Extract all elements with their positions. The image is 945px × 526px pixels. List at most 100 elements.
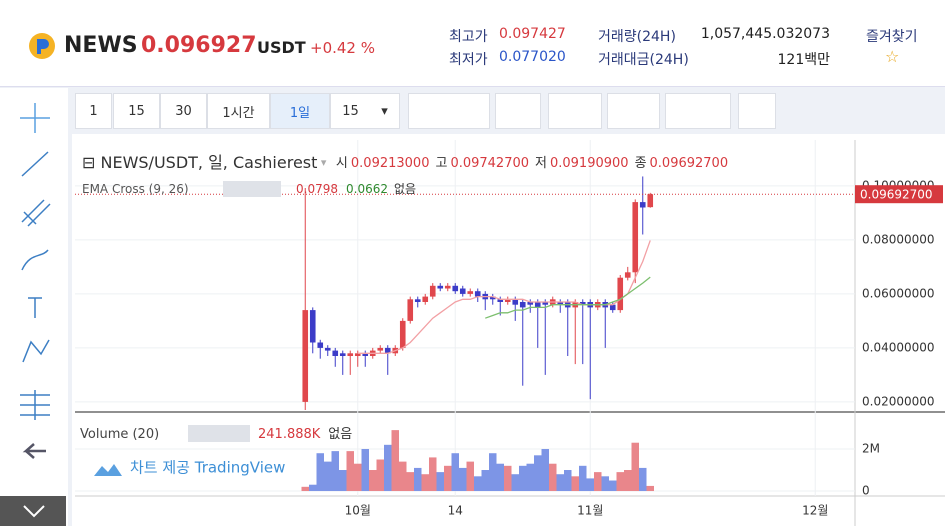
volume-bar: [594, 472, 602, 492]
stat-label: 최저가: [449, 52, 488, 68]
favorite-star[interactable]: ☆: [885, 47, 900, 66]
volume-bar: [496, 463, 504, 492]
volume-bar: [631, 442, 639, 492]
volume-bar: [399, 461, 407, 492]
volume-bar: [414, 467, 422, 492]
indicator-legend: EMA Cross (9, 26): [82, 182, 189, 196]
x-tick-label: 10월: [345, 504, 371, 518]
volume-bar: [481, 470, 489, 492]
candle-body: [527, 302, 534, 305]
candle-body: [302, 310, 309, 402]
y-tick-label: 0: [862, 484, 870, 498]
volume-bar: [511, 474, 519, 492]
volume-bar: [421, 474, 429, 492]
tool-button[interactable]: [495, 93, 541, 129]
volume-values: 241.888K 없음: [258, 427, 352, 442]
tool-button[interactable]: [665, 93, 731, 129]
volume-bar: [361, 449, 369, 492]
candle-body: [474, 291, 481, 297]
volume-bar: [549, 463, 557, 492]
candle-body: [437, 285, 444, 289]
interval-button[interactable]: 30: [160, 93, 207, 129]
candle-body: [444, 285, 451, 289]
y-tick-label: 0.06000000: [862, 286, 935, 300]
volume-bar: [624, 470, 632, 492]
volume-legend: Volume (20): [80, 427, 159, 442]
indicator-controls: [223, 181, 281, 197]
tool-button[interactable]: [738, 93, 776, 129]
header: NEWS 0.096927 USDT +0.42 % 최고가 0.097427 …: [0, 0, 945, 87]
tool-button[interactable]: [548, 93, 602, 129]
interval-button[interactable]: 15: [113, 93, 160, 129]
candle-body: [624, 272, 631, 278]
volume-bar: [376, 459, 384, 492]
volume-bar: [519, 465, 527, 492]
candle-body: [332, 350, 339, 356]
credit: 차트 제공 TradingView: [130, 459, 285, 477]
stat-value: 0.077020: [499, 49, 566, 65]
candle-body: [384, 347, 391, 354]
price-legend: ⊟ NEWS/USDT, 일, Cashierest ▾ 시 0.09213000…: [82, 153, 728, 172]
ohlc-value: 0.09213000: [351, 156, 430, 171]
volume-bar: [489, 453, 497, 492]
indicator-name: EMA Cross (9, 26): [82, 182, 189, 196]
volume-bar: [301, 486, 309, 492]
x-tick-label: 11월: [577, 504, 603, 518]
candle-body: [512, 299, 519, 305]
stat-label: 최고가: [449, 29, 488, 45]
stat-value: 0.097427: [499, 26, 566, 42]
collapse-button[interactable]: [0, 496, 66, 526]
ema-slow-value: 0.0662: [346, 182, 388, 196]
y-tick-label: 0.04000000: [862, 340, 935, 354]
chart-title: NEWS/USDT, 일, Cashierest: [101, 153, 318, 172]
candle-body: [609, 304, 616, 311]
stat-value: 121백만: [777, 52, 830, 68]
tool-button[interactable]: [607, 93, 660, 129]
interval-button[interactable]: 15 ▾: [330, 93, 400, 129]
volume-bar: [586, 478, 594, 492]
candle-body: [519, 302, 526, 308]
drawing-tools: [20, 103, 51, 459]
candle-body: [557, 302, 564, 305]
volume-bar: [354, 463, 362, 492]
volume-bar: [459, 467, 467, 492]
interval-button[interactable]: 1시간: [207, 93, 270, 129]
y-tick-label: 0.08000000: [862, 232, 935, 246]
volume-bar: [436, 472, 444, 492]
candle-body: [504, 299, 511, 302]
ema-fast-value: 0.0798: [296, 182, 338, 196]
volume-bar: [541, 449, 549, 492]
x-tick-label: 12월: [802, 504, 828, 518]
tool-button[interactable]: [408, 93, 490, 129]
volume-controls: [188, 425, 250, 442]
collapse-icon: ⊟: [82, 153, 101, 172]
candle-body: [377, 347, 384, 351]
candle-body: [639, 202, 646, 208]
x-tick-label: 14: [448, 504, 463, 518]
candle-body: [632, 202, 639, 273]
volume-bar: [466, 461, 474, 492]
interval-button[interactable]: 1: [75, 93, 112, 129]
volume-bar: [504, 465, 512, 492]
candle-body: [497, 299, 504, 302]
ohlc-label: 시: [336, 156, 348, 171]
volume-bar: [646, 485, 654, 492]
quote: USDT: [257, 38, 306, 57]
candle-body: [309, 310, 316, 343]
candle-body: [422, 296, 429, 302]
interval-button[interactable]: 1일: [270, 93, 330, 129]
candle-body: [452, 285, 459, 292]
volume-bar: [609, 480, 617, 492]
ema-line: [485, 276, 651, 319]
candle-body: [467, 291, 474, 294]
volume-bar: [474, 476, 482, 492]
candle-body: [324, 347, 331, 351]
favorite[interactable]: 즐겨찾기: [866, 29, 918, 45]
change: +0.42 %: [310, 39, 375, 57]
volume-bar: [309, 484, 317, 492]
volume-bar: [579, 465, 587, 492]
volume-bar: [331, 451, 339, 492]
volume-bar: [391, 430, 399, 492]
